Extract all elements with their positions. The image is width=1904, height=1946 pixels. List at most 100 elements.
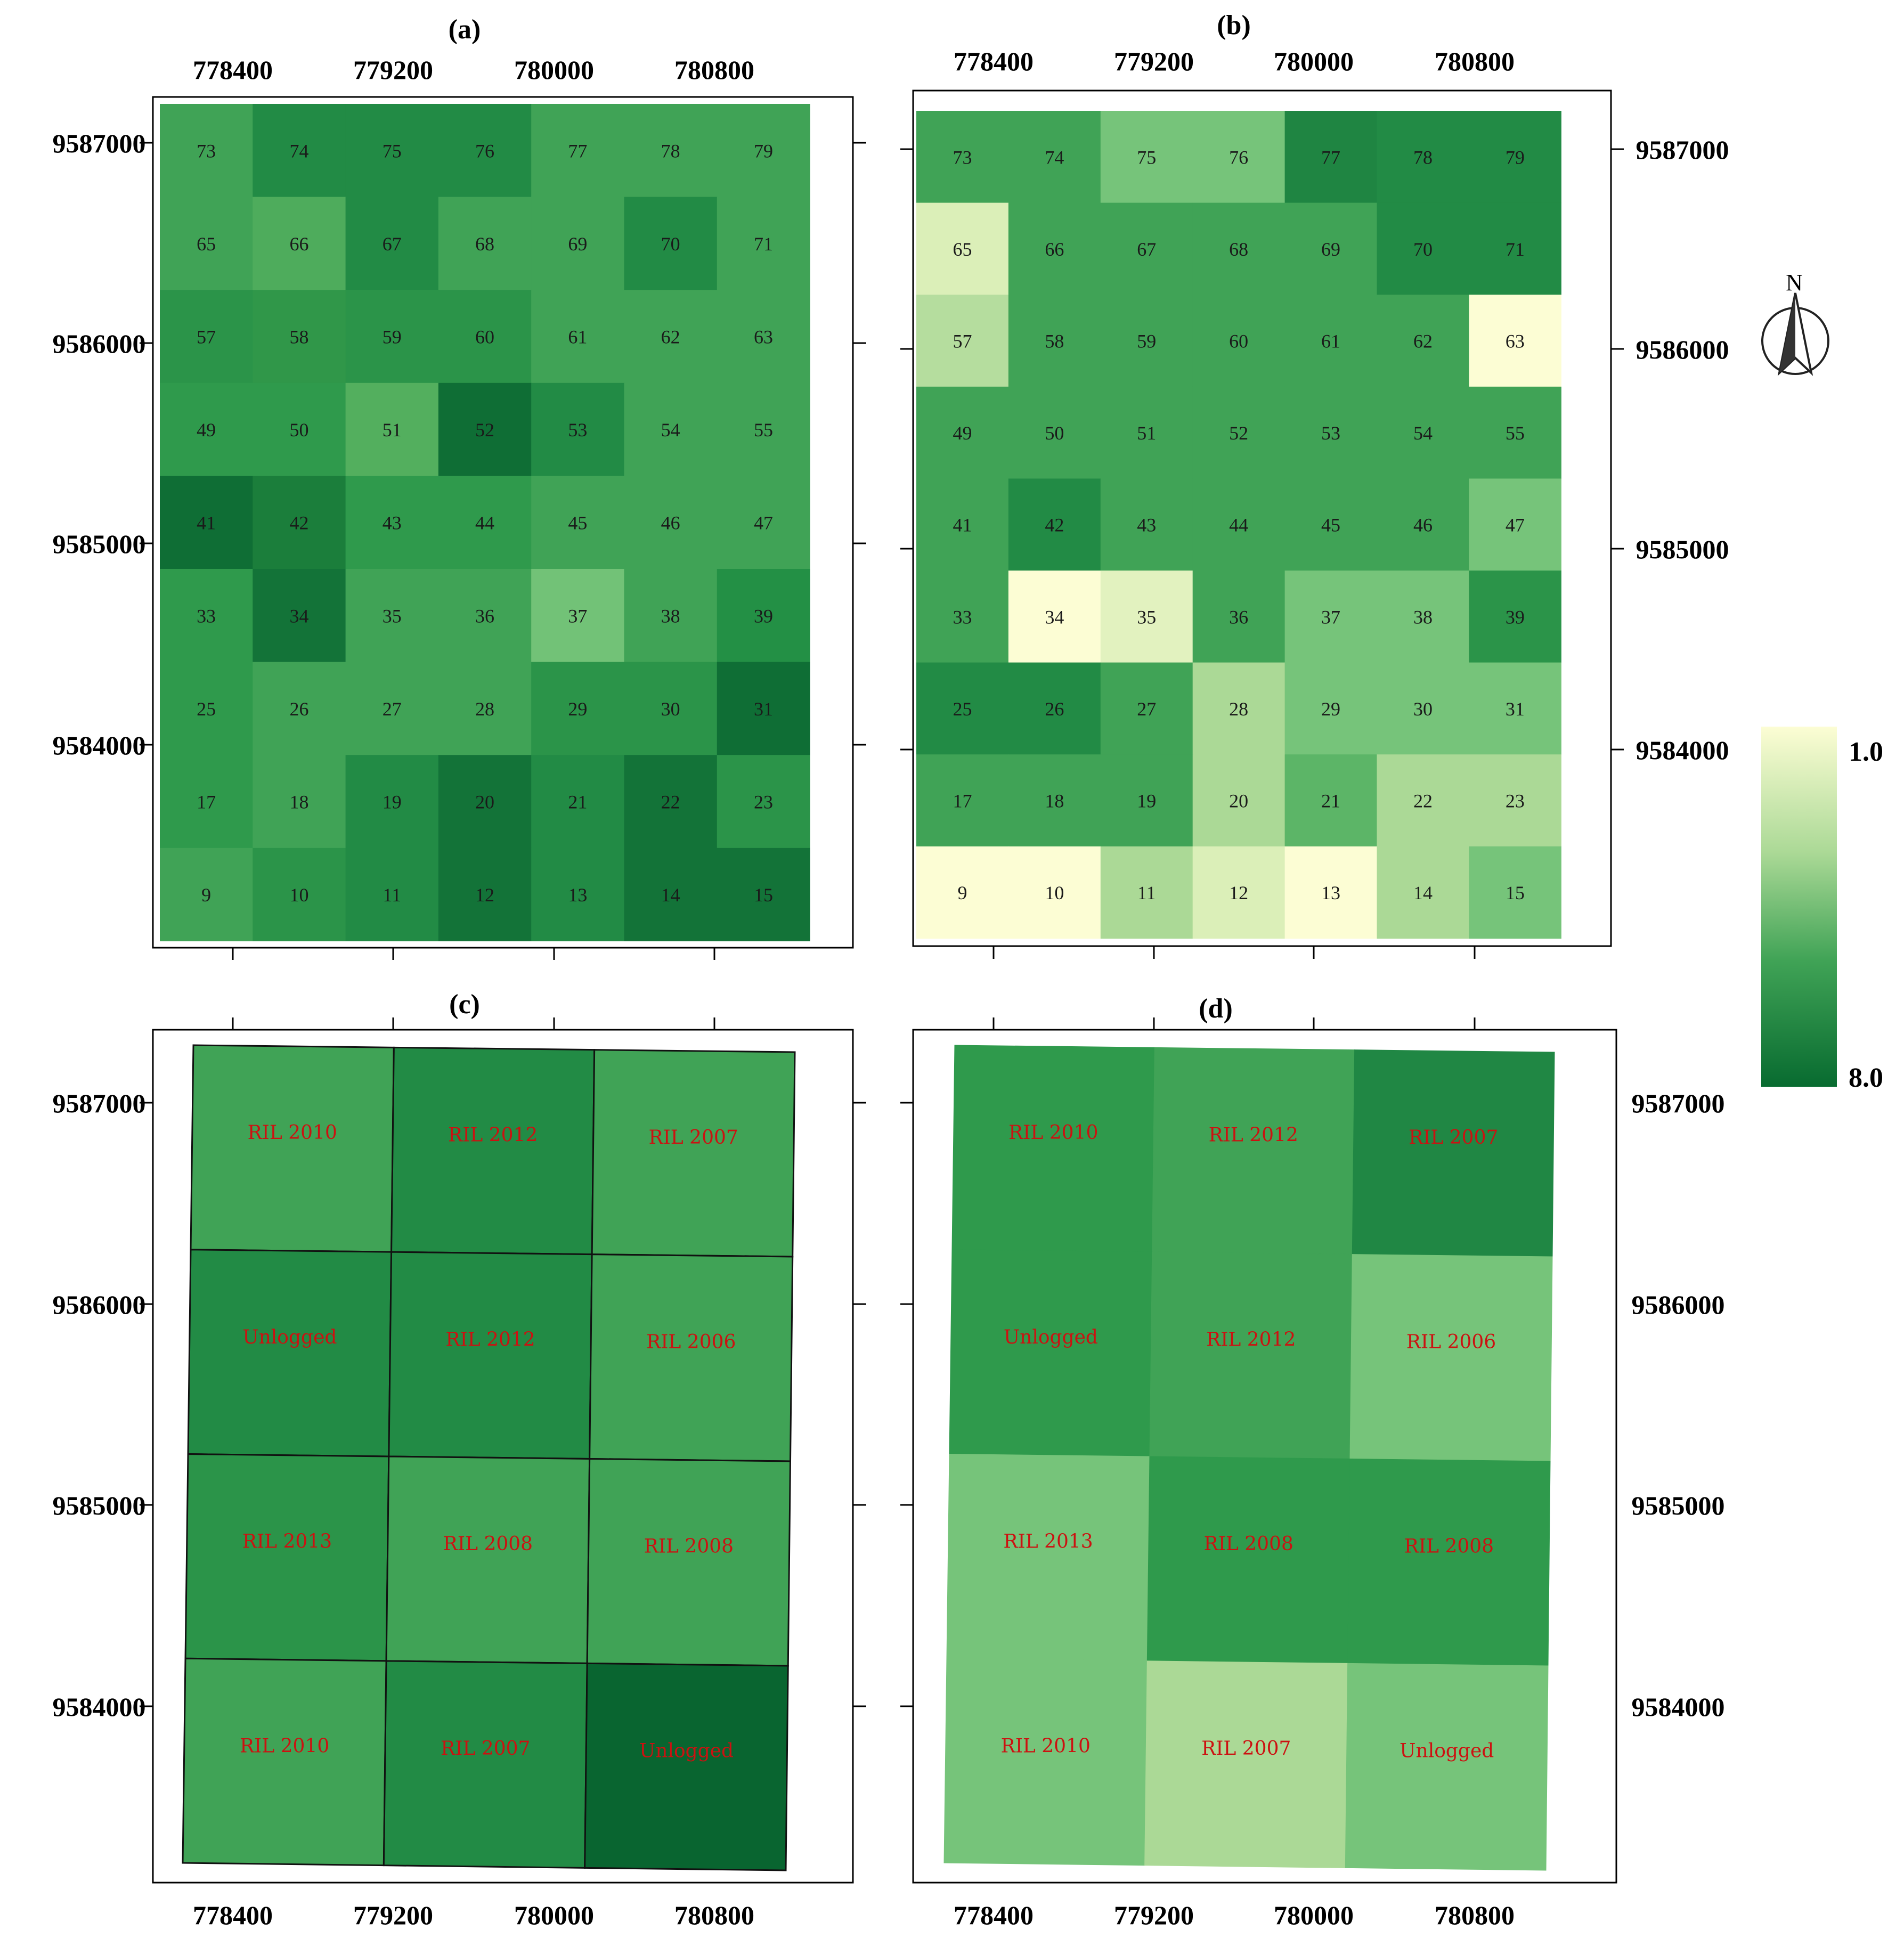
panel-a-cell-label: 12 xyxy=(475,884,494,906)
panel-a-cell xyxy=(438,755,532,849)
panel-a-cell xyxy=(438,569,532,663)
panel-c-y-tick-label: 9584000 xyxy=(53,1692,146,1722)
panel-a-cell xyxy=(160,197,253,290)
panel-a-cell xyxy=(531,290,625,384)
panel-d-x-tick-label: 780800 xyxy=(1435,1900,1515,1930)
panel-c-block xyxy=(383,1660,588,1869)
panel-b-cell xyxy=(1284,202,1378,295)
panel-a-cell xyxy=(531,755,625,849)
panel-c-block-label: RIL 2012 xyxy=(448,1124,538,1146)
panel-a-cell xyxy=(717,290,810,384)
panel-a-cell-label: 9 xyxy=(201,884,211,906)
panel-a-cell xyxy=(160,382,253,476)
panel-b-cell xyxy=(1100,111,1193,203)
panel-b-cell-label: 15 xyxy=(1506,882,1525,903)
panel-b-cell xyxy=(1284,386,1378,479)
panel-b-cell-label: 60 xyxy=(1229,331,1248,352)
panel-b-cell xyxy=(1284,111,1378,203)
panel-a-cell-label: 68 xyxy=(475,233,494,255)
panel-c-frame xyxy=(152,1029,854,1884)
panel-a-cell-label: 29 xyxy=(568,698,587,720)
panel-b-cell xyxy=(1100,478,1193,571)
panel-a-cell xyxy=(438,848,532,941)
panel-b-cell-label: 73 xyxy=(953,146,972,168)
panel-c-block-label: RIL 2008 xyxy=(443,1533,533,1555)
panel-b-cell xyxy=(916,571,1009,663)
panel-b-cell-label: 12 xyxy=(1229,882,1248,903)
panel-b-cell xyxy=(1008,754,1101,847)
panel-b-cell xyxy=(1100,846,1193,939)
panel-a-cell xyxy=(160,290,253,384)
panel-a-cell xyxy=(160,848,253,941)
panel-a-x-tick-label: 779200 xyxy=(353,55,433,85)
panel-b-cell-label: 19 xyxy=(1137,791,1156,812)
panel-a-cell-label: 14 xyxy=(661,884,680,906)
panel-a-cell xyxy=(624,569,718,663)
panel-a-cell-label: 18 xyxy=(289,792,308,813)
panel-b-cell xyxy=(1469,386,1561,479)
panel-a-cell-label: 45 xyxy=(568,512,587,534)
panel-a-cell xyxy=(253,848,346,941)
panel-d-block xyxy=(943,1658,1148,1866)
panel-d-block xyxy=(1144,1660,1348,1868)
panel-c-x-tick-label: 780000 xyxy=(514,1900,594,1930)
panel-a-cell-label: 46 xyxy=(661,512,680,534)
panel-c-block-label: RIL 2012 xyxy=(445,1329,535,1350)
panel-d-block-label: RIL 2012 xyxy=(1206,1329,1296,1350)
panel-c-x-tick-label: 779200 xyxy=(353,1900,433,1930)
panel-a-cell-label: 25 xyxy=(197,698,216,720)
panel-b-cell-label: 20 xyxy=(1229,791,1248,812)
panel-b-cell-label: 25 xyxy=(953,698,972,720)
panel-b-y-tick-label: 9584000 xyxy=(1636,735,1729,765)
panel-a-cell-label: 26 xyxy=(289,698,308,720)
panel-a-cell-label: 62 xyxy=(661,327,680,348)
panel-a-cell-label: 37 xyxy=(568,605,587,626)
panel-a-cell xyxy=(531,104,625,198)
panel-a-cell-label: 57 xyxy=(197,327,216,348)
panel-d-block-label: Unlogged xyxy=(1004,1326,1098,1348)
panel-b-cell xyxy=(1008,571,1101,663)
panel-a-y-tick-label: 9587000 xyxy=(53,128,146,158)
panel-d-y-tick-label: 9586000 xyxy=(1632,1290,1725,1320)
panel-b-cell-label: 23 xyxy=(1506,791,1525,812)
panel-a-cell-label: 60 xyxy=(475,327,494,348)
panel-b-cell xyxy=(1192,386,1285,479)
panel-c-block xyxy=(388,1251,593,1460)
panel-a-cell xyxy=(438,476,532,569)
panel-a-cell xyxy=(345,290,439,384)
panel-b-grid: 73 74 75 76 77 78 79 65 66 67 68 69 70 71 57 58 59 60 61 62… xyxy=(916,111,1561,939)
panel-a-cell xyxy=(345,662,439,755)
panel-a-frame xyxy=(152,96,854,949)
panel-a-cell xyxy=(345,848,439,941)
panel-a-cell xyxy=(717,848,810,941)
panel-b-y-tick-label: 9586000 xyxy=(1636,335,1729,364)
panel-a-cell-label: 59 xyxy=(383,327,402,348)
panel-a-cell-label: 74 xyxy=(289,140,308,161)
panel-b-cell-label: 22 xyxy=(1413,791,1433,812)
panel-d-y-tick-label: 9584000 xyxy=(1632,1692,1725,1722)
panel-a-cell xyxy=(531,569,625,663)
panel-b-cell xyxy=(1192,111,1285,203)
panel-b-cell xyxy=(1008,662,1101,755)
panel-a-cell-label: 41 xyxy=(197,512,216,534)
panel-c-block xyxy=(589,1253,794,1462)
panel-b-cell xyxy=(1469,295,1561,387)
panel-b-cell xyxy=(1100,571,1193,663)
panel-c-y-tick-label: 9585000 xyxy=(53,1491,146,1520)
panel-a-cell xyxy=(253,662,346,755)
panel-b-cell-label: 78 xyxy=(1413,146,1433,168)
panel-a-cell xyxy=(624,848,718,941)
panel-d-x-tick-label: 779200 xyxy=(1114,1900,1194,1930)
panel-b-cell xyxy=(1284,662,1378,755)
panel-b-cell-label: 54 xyxy=(1413,422,1433,444)
panel-c-block-label: RIL 2007 xyxy=(648,1127,738,1149)
panel-a-cell xyxy=(531,848,625,941)
panel-b-cell xyxy=(916,846,1009,939)
panel-b-cell xyxy=(916,754,1009,847)
panel-a-cell xyxy=(624,382,718,476)
panel-b-cell xyxy=(1377,571,1469,663)
panel-d-y-tick-label: 9587000 xyxy=(1632,1088,1725,1118)
panel-b-cell xyxy=(916,662,1009,755)
panel-a-cell-label: 76 xyxy=(475,140,494,161)
panel-a-cell xyxy=(438,197,532,290)
